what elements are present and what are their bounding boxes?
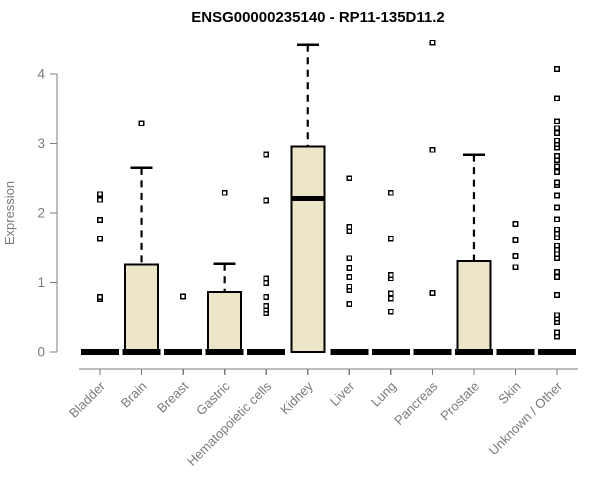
outlier-point-liver <box>346 175 353 182</box>
outlier-point-unknown-other <box>554 169 560 175</box>
x-tick-label: Brain <box>118 379 150 411</box>
outlier-point-skin <box>512 237 519 244</box>
outlier-point-unknown-other <box>554 179 560 186</box>
outlier-point-pancreas <box>429 146 436 153</box>
outlier-point-unknown-other <box>554 130 560 136</box>
y-tick-label: 4 <box>37 67 45 82</box>
x-tick-label: Pancreas <box>391 378 441 428</box>
outlier-point-hematopoietic-cells <box>263 294 270 300</box>
outlier-point-unknown-other <box>554 312 560 319</box>
outlier-point-unknown-other <box>554 269 560 275</box>
y-tick-label: 0 <box>37 345 45 360</box>
outlier-point-hematopoietic-cells <box>263 280 270 287</box>
outlier-point-lung <box>387 290 394 297</box>
outlier-point-gastric <box>221 189 228 196</box>
median-pancreas <box>413 349 452 355</box>
outlier-point-liver <box>346 255 353 262</box>
outlier-point-unknown-other <box>554 192 560 199</box>
outlier-point-unknown-other <box>554 163 560 170</box>
outlier-point-bladder <box>97 235 103 242</box>
x-tick-label: Gastric <box>193 378 233 418</box>
x-tick-label: Lung <box>368 379 399 410</box>
outlier-point-hematopoietic-cells <box>263 275 270 282</box>
outlier-point-liver <box>346 283 353 290</box>
outlier-point-bladder <box>97 217 103 223</box>
outlier-point-unknown-other <box>554 153 560 159</box>
median-liver <box>330 349 369 355</box>
outlier-point-bladder <box>97 191 103 198</box>
chart-title: ENSG00000235140 - RP11-135D11.2 <box>191 9 445 26</box>
box-brain <box>124 263 160 353</box>
outlier-point-unknown-other <box>554 226 560 233</box>
outlier-point-lung <box>387 271 394 278</box>
median-skin <box>496 349 535 355</box>
outlier-point-lung <box>387 295 394 302</box>
outlier-point-hematopoietic-cells <box>263 151 270 158</box>
outlier-point-skin <box>512 221 519 228</box>
outlier-point-skin <box>512 253 519 259</box>
median-brain <box>122 349 161 355</box>
median-bladder <box>81 349 119 355</box>
box-prostate <box>456 259 492 353</box>
y-tick-label: 2 <box>37 206 45 221</box>
outlier-point-liver <box>346 223 353 230</box>
x-tick-label: Breast <box>154 378 191 415</box>
outlier-point-unknown-other <box>554 216 560 223</box>
median-prostate <box>454 349 493 355</box>
median-breast <box>164 349 203 355</box>
outlier-point-unknown-other <box>554 137 560 144</box>
median-hematopoietic-cells <box>247 349 286 355</box>
outlier-point-unknown-other <box>554 329 560 336</box>
outlier-point-hematopoietic-cells <box>263 197 270 204</box>
outlier-point-unknown-other <box>554 292 560 298</box>
outlier-point-unknown-other <box>554 204 560 211</box>
outlier-point-hematopoietic-cells <box>263 303 270 310</box>
median-unknown-other <box>538 349 577 355</box>
median-kidney <box>291 195 325 201</box>
median-lung <box>371 349 410 355</box>
y-tick-label: 3 <box>37 136 45 151</box>
outlier-point-lung <box>387 308 394 315</box>
x-tick-label: Bladder <box>66 378 109 421</box>
outlier-point-lung <box>387 235 394 242</box>
outlier-point-pancreas <box>429 290 436 296</box>
outlier-point-bladder <box>97 294 103 300</box>
outlier-point-liver <box>346 301 353 307</box>
outlier-point-skin <box>512 264 519 271</box>
x-tick-label: Unknown / Other <box>486 378 566 458</box>
outlier-point-breast <box>180 293 186 300</box>
outlier-point-bladder <box>97 196 103 203</box>
y-axis-label: Expression <box>2 181 17 245</box>
box-kidney <box>290 145 326 353</box>
x-tick-label: Liver <box>327 378 358 409</box>
y-tick-label: 1 <box>37 275 45 290</box>
x-tick-label: Skin <box>495 379 523 407</box>
outlier-point-pancreas <box>429 39 436 46</box>
x-tick-label: Prostate <box>437 379 482 424</box>
outlier-point-unknown-other <box>554 242 560 249</box>
outlier-point-unknown-other <box>554 95 560 102</box>
outlier-point-brain <box>138 120 145 127</box>
box-gastric <box>207 291 243 354</box>
median-gastric <box>205 349 244 355</box>
outlier-point-unknown-other <box>554 125 560 132</box>
outlier-point-unknown-other <box>554 66 560 73</box>
outlier-point-unknown-other <box>554 118 560 125</box>
outlier-point-liver <box>346 265 353 271</box>
x-tick-label: Kidney <box>277 378 316 417</box>
outlier-point-unknown-other <box>554 274 560 280</box>
outlier-point-liver <box>346 274 353 280</box>
outlier-point-lung <box>387 189 394 196</box>
